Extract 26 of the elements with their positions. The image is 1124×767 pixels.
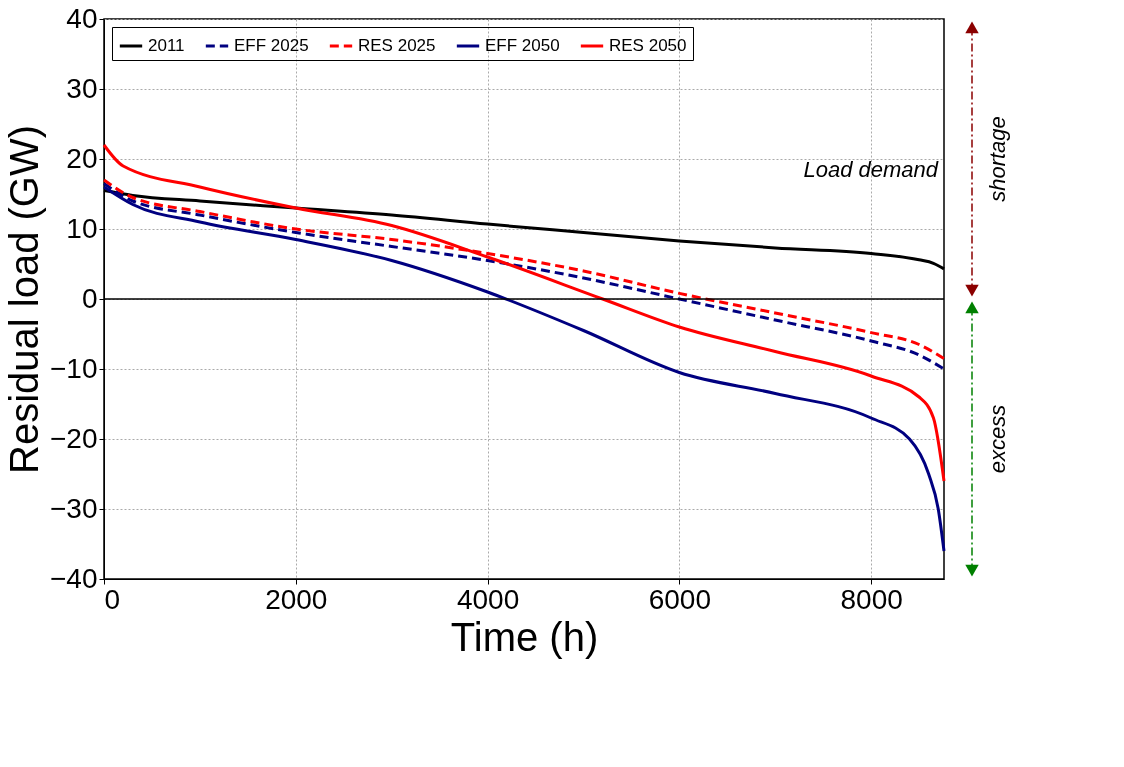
legend-label: 2011 (148, 36, 185, 55)
legend-label: EFF 2050 (485, 36, 560, 55)
y-tick-label: 10 (66, 212, 98, 244)
y-tick-label: −20 (50, 422, 98, 454)
y-tick-label: −40 (50, 562, 98, 594)
x-axis-title: Time (h) (450, 614, 599, 659)
line-series (102, 143, 946, 483)
x-tick-label: 2000 (265, 583, 328, 615)
y-tick-label: 20 (66, 142, 98, 174)
text: shortage (985, 116, 1010, 202)
text: excess (985, 404, 1010, 474)
y-tick-label: 40 (66, 2, 98, 34)
legend-label: RES 2025 (358, 36, 436, 55)
x-tick-label: 6000 (648, 583, 711, 615)
y-tick-label: −30 (50, 492, 98, 524)
line-series (102, 185, 946, 553)
x-tick-label: 8000 (840, 583, 903, 615)
legend-label: RES 2050 (609, 36, 687, 55)
annotation: Load demand (803, 157, 939, 183)
legend-label: EFF 2025 (234, 36, 309, 55)
x-tick-label: 4000 (456, 583, 520, 615)
x-tick-label: 0 (104, 583, 121, 615)
y-tick-label: 30 (66, 72, 98, 104)
y-tick-label: 0 (81, 282, 98, 314)
y-tick-label: −10 (50, 352, 98, 384)
y-axis-title: Residual load (GW) (2, 124, 46, 475)
